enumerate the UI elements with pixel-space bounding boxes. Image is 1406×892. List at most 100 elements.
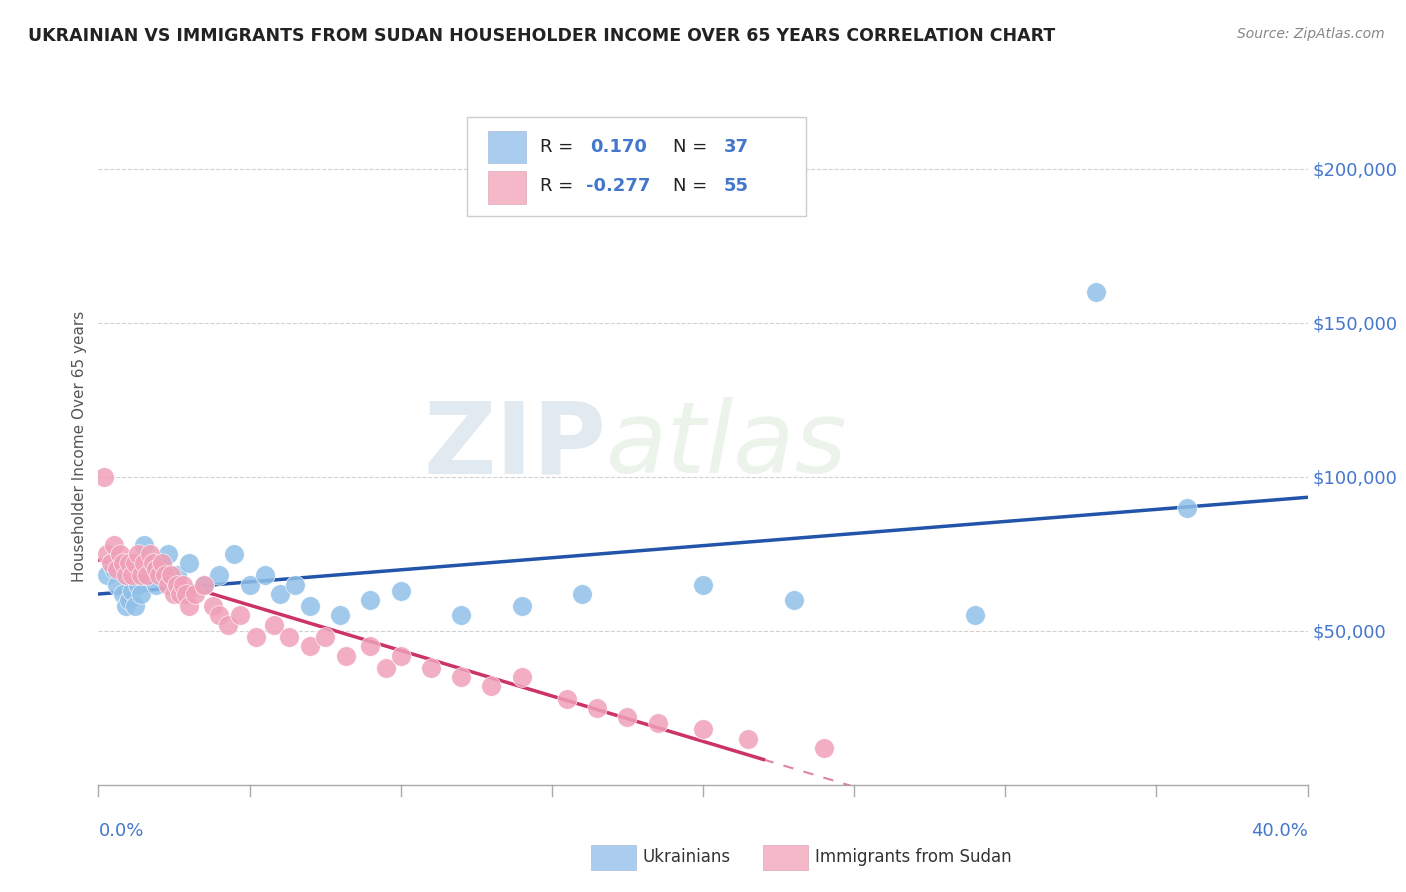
Point: [389, 583, 412, 598]
Point: [965, 608, 987, 623]
Point: [335, 648, 357, 663]
Point: [111, 556, 134, 570]
Text: 40.0%: 40.0%: [1251, 822, 1308, 840]
Point: [129, 587, 152, 601]
Point: [121, 568, 143, 582]
Point: [177, 599, 201, 614]
Point: [555, 691, 578, 706]
Point: [100, 556, 122, 570]
Point: [217, 617, 239, 632]
Point: [118, 556, 141, 570]
Point: [145, 562, 167, 576]
Point: [813, 741, 835, 756]
Point: [105, 577, 128, 591]
Point: [647, 716, 669, 731]
Point: [166, 577, 188, 591]
Point: [148, 568, 170, 582]
Point: [224, 547, 246, 561]
Point: [229, 608, 252, 623]
Point: [419, 661, 441, 675]
Point: [299, 599, 322, 614]
Point: [166, 568, 188, 582]
Point: [202, 599, 225, 614]
Point: [96, 568, 118, 582]
Text: N =: N =: [672, 178, 713, 195]
Point: [127, 577, 149, 591]
Point: [124, 556, 146, 570]
Point: [156, 547, 179, 561]
Text: Source: ZipAtlas.com: Source: ZipAtlas.com: [1237, 27, 1385, 41]
Point: [616, 710, 638, 724]
Text: 55: 55: [724, 178, 748, 195]
Point: [782, 593, 804, 607]
Point: [314, 630, 336, 644]
Text: atlas: atlas: [606, 398, 848, 494]
Point: [139, 547, 162, 561]
Point: [374, 661, 396, 675]
Point: [163, 587, 186, 601]
Point: [284, 577, 307, 591]
Point: [360, 640, 382, 654]
Point: [253, 568, 276, 582]
Text: Ukrainians: Ukrainians: [643, 848, 731, 866]
Point: [299, 640, 322, 654]
Point: [142, 556, 165, 570]
Point: [114, 599, 136, 614]
Point: [108, 547, 131, 561]
Point: [1085, 285, 1108, 299]
Point: [135, 568, 157, 582]
Point: [160, 568, 183, 582]
Point: [263, 617, 285, 632]
Point: [132, 556, 155, 570]
Point: [329, 608, 352, 623]
Text: N =: N =: [672, 138, 713, 156]
Point: [692, 577, 714, 591]
Point: [93, 470, 115, 484]
Point: [208, 568, 231, 582]
Point: [692, 723, 714, 737]
Point: [139, 568, 162, 582]
Point: [132, 538, 155, 552]
Text: 0.170: 0.170: [591, 138, 647, 156]
Point: [450, 670, 472, 684]
Point: [245, 630, 267, 644]
Text: -0.277: -0.277: [586, 178, 650, 195]
Point: [510, 670, 533, 684]
Point: [153, 568, 176, 582]
Point: [103, 538, 125, 552]
Point: [184, 587, 207, 601]
Point: [129, 568, 152, 582]
Text: UKRAINIAN VS IMMIGRANTS FROM SUDAN HOUSEHOLDER INCOME OVER 65 YEARS CORRELATION : UKRAINIAN VS IMMIGRANTS FROM SUDAN HOUSE…: [28, 27, 1056, 45]
Point: [105, 562, 128, 576]
Point: [150, 556, 173, 570]
Point: [389, 648, 412, 663]
Point: [208, 608, 231, 623]
Point: [103, 562, 125, 576]
Text: ZIP: ZIP: [423, 398, 606, 494]
Y-axis label: Householder Income Over 65 years: Householder Income Over 65 years: [72, 310, 87, 582]
Text: 37: 37: [724, 138, 748, 156]
Point: [108, 556, 131, 570]
Point: [193, 577, 215, 591]
Point: [586, 701, 609, 715]
Text: R =: R =: [540, 138, 579, 156]
Point: [510, 599, 533, 614]
Text: 0.0%: 0.0%: [98, 822, 143, 840]
Point: [277, 630, 299, 644]
Text: R =: R =: [540, 178, 579, 195]
Point: [111, 587, 134, 601]
Point: [150, 556, 173, 570]
Point: [145, 577, 167, 591]
Point: [121, 583, 143, 598]
Point: [177, 556, 201, 570]
Point: [169, 587, 191, 601]
Point: [1175, 500, 1198, 515]
Point: [450, 608, 472, 623]
Text: Immigrants from Sudan: Immigrants from Sudan: [815, 848, 1012, 866]
Point: [360, 593, 382, 607]
Point: [124, 599, 146, 614]
Point: [114, 568, 136, 582]
Point: [239, 577, 262, 591]
Point: [193, 577, 215, 591]
FancyBboxPatch shape: [467, 117, 806, 216]
